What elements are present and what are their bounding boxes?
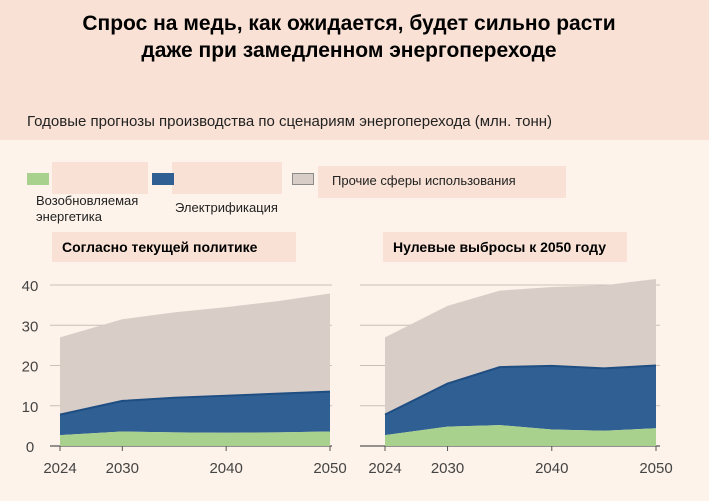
chart-title-line-1: Спрос на медь, как ожидается, будет силь…: [82, 12, 616, 35]
legend-swatch-other: [292, 173, 314, 185]
y-tick-label-40: 40: [22, 278, 39, 295]
legend-box-renewables: [52, 162, 148, 194]
legend-label-electrification: Электрификация: [175, 200, 278, 215]
legend-label-other: Прочие сферы использования: [332, 173, 516, 188]
y-tick-label-10: 10: [22, 399, 39, 416]
area-current-policy-series-2: [60, 293, 330, 415]
chart-title-line-2: даже при замедленном энергопереходе: [141, 39, 557, 62]
area-current-policy-series-0: [60, 431, 330, 446]
panel-title-net-zero: Нулевые выбросы к 2050 году: [383, 232, 627, 262]
x-tick-label-net-zero-2024: 2024: [368, 460, 401, 477]
chart-title: Спрос на медь, как ожидается, будет силь…: [24, 10, 674, 64]
legend-label-renewables-line-2: энергетика: [36, 209, 102, 224]
y-tick-label-30: 30: [22, 318, 39, 335]
x-tick-label-net-zero-2040: 2040: [535, 460, 568, 477]
legend-label-renewables: Возобновляемая энергетика: [36, 193, 138, 225]
line-current-policy-electrification-top: [59, 390, 331, 416]
y-tick-label-0: 0: [26, 439, 34, 456]
x-tick-label-current-policy-2024: 2024: [43, 460, 76, 477]
legend-box-other: [318, 166, 566, 198]
panel-title-current-policy: Согласно текущей политике: [52, 232, 296, 262]
area-current-policy-series-1: [60, 391, 330, 436]
y-tick-label-20: 20: [22, 359, 39, 376]
chart-subtitle: Годовые прогнозы производства по сценари…: [27, 113, 553, 130]
legend-swatch-renewables: [27, 173, 49, 185]
x-tick-label-net-zero-2050: 2050: [639, 460, 672, 477]
title-band: [0, 0, 709, 140]
legend-label-renewables-line-1: Возобновляемая: [36, 193, 139, 208]
line-net-zero-electrification-top: [384, 364, 657, 416]
x-tick-label-current-policy-2050: 2050: [313, 460, 346, 477]
area-net-zero-series-0: [385, 425, 656, 446]
x-tick-label-net-zero-2030: 2030: [431, 460, 464, 477]
area-net-zero-series-2: [385, 278, 656, 415]
legend-box-electrification: [172, 162, 282, 194]
x-tick-label-current-policy-2030: 2030: [106, 460, 139, 477]
legend-swatch-electrification: [152, 173, 174, 185]
x-tick-label-current-policy-2040: 2040: [209, 460, 242, 477]
